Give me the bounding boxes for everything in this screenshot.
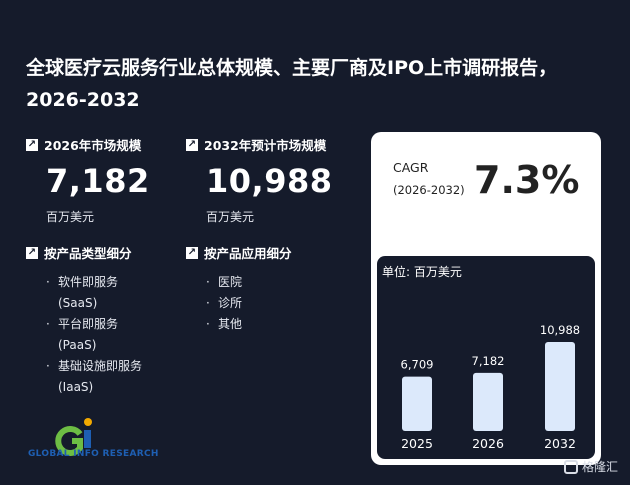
data-label: 6,709	[401, 358, 434, 372]
brand-watermark: 格隆汇	[563, 458, 618, 475]
logo-text: GLOBAL INFO RESEARCH	[28, 449, 159, 459]
segment-label: 按产品应用细分	[204, 246, 292, 261]
bar-chart: 6,709 2025 7,182 2026 10,988 2032	[401, 323, 581, 451]
segment-label: 按产品类型细分	[44, 246, 132, 261]
segment-by-type: ↗ 按产品类型细分 软件即服务(SaaS) 平台即服务(PaaS) 基础设施即服…	[26, 243, 142, 398]
cagr-value: 7.3%	[474, 158, 580, 202]
arrow-up-right-icon: ↗	[186, 138, 198, 151]
brand-icon	[563, 459, 578, 474]
data-label: 10,988	[540, 323, 580, 337]
stat-2032: ↗ 2032年预计市场规模 10,988 百万美元	[186, 135, 332, 225]
chart-unit: 单位: 百万美元	[382, 265, 462, 279]
x-tick-label: 2032	[544, 436, 576, 451]
arrow-up-right-icon: ↗	[186, 246, 198, 259]
stat-unit: 百万美元	[46, 210, 95, 224]
arrow-up-right-icon: ↗	[26, 138, 38, 151]
arrow-up-right-icon: ↗	[26, 246, 38, 259]
stat-label: 2026年市场规模	[44, 138, 142, 153]
list-item: 其他	[206, 314, 292, 335]
company-logo	[55, 418, 92, 456]
list-item: 基础设施即服务(IaaS)	[46, 356, 142, 398]
x-tick-label: 2025	[401, 436, 433, 451]
cagr-years: (2026-2032)	[393, 183, 465, 197]
stat-2026: ↗ 2026年市场规模 7,182 百万美元	[26, 135, 150, 225]
stat-label: 2032年预计市场规模	[204, 138, 327, 153]
stat-value: 7,182	[46, 162, 150, 200]
list-item: 诊所	[206, 293, 292, 314]
bar-2026	[473, 372, 503, 431]
stat-unit: 百万美元	[206, 210, 255, 224]
cagr-label: CAGR	[393, 160, 429, 175]
bar-2032	[545, 342, 575, 431]
segment-by-application: ↗ 按产品应用细分 医院 诊所 其他	[186, 243, 292, 335]
page-title: 全球医疗云服务行业总体规模、主要厂商及IPO上市调研报告，2026-2032	[26, 57, 558, 111]
stat-value: 10,988	[206, 162, 333, 200]
list-item: 软件即服务(SaaS)	[46, 272, 142, 314]
list-item: 医院	[206, 272, 292, 293]
x-tick-label: 2026	[472, 436, 504, 451]
bar-2025	[402, 376, 432, 431]
data-label: 7,182	[472, 354, 505, 368]
list-item: 平台即服务(PaaS)	[46, 314, 142, 356]
